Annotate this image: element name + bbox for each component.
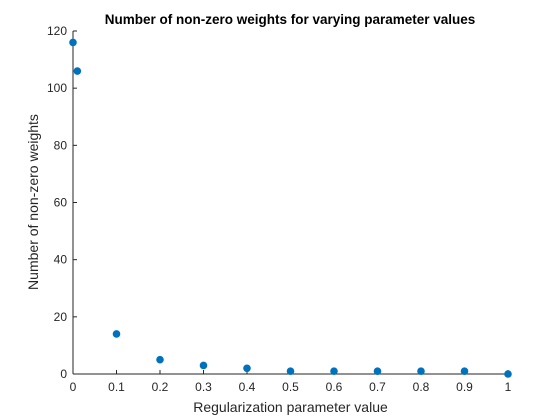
data-point bbox=[460, 367, 469, 375]
data-point bbox=[73, 67, 82, 75]
data-point bbox=[243, 364, 251, 373]
data-point bbox=[330, 367, 338, 375]
y-tick-label: 60 bbox=[54, 196, 68, 210]
x-tick-label: 0.9 bbox=[456, 380, 473, 394]
y-tick-label: 0 bbox=[60, 367, 67, 381]
x-tick-label: 0.7 bbox=[369, 380, 386, 394]
y-tick-label: 40 bbox=[54, 253, 68, 267]
y-tick-label: 80 bbox=[54, 138, 68, 152]
x-tick-label: 0.3 bbox=[195, 380, 212, 394]
data-point bbox=[112, 330, 121, 338]
y-axis-ticks: 0 20 40 60 80 100 120 bbox=[47, 24, 77, 381]
x-tick-label: 1 bbox=[505, 380, 512, 394]
x-tick-label: 0.2 bbox=[152, 380, 169, 394]
data-point bbox=[69, 38, 77, 47]
x-tick-label: 0.6 bbox=[326, 380, 343, 394]
data-point bbox=[373, 367, 382, 375]
y-tick-label: 100 bbox=[47, 81, 67, 95]
y-tick-label: 20 bbox=[54, 310, 68, 324]
x-tick-label: 0.4 bbox=[239, 380, 256, 394]
y-axis-label: Number of non-zero weights bbox=[25, 114, 41, 290]
x-axis-label: Regularization parameter value bbox=[193, 399, 388, 415]
data-point bbox=[504, 370, 512, 378]
x-tick-label: 0.1 bbox=[108, 380, 125, 394]
data-point bbox=[286, 367, 295, 375]
x-tick-label: 0.8 bbox=[413, 380, 430, 394]
plot-area: 0 0.1 0.2 0.3 0.4 0.5 0.6 0.7 0.8 0.9 1 0 20 40 60 80 1… bbox=[47, 24, 512, 394]
data-point bbox=[199, 361, 208, 370]
data-points bbox=[69, 38, 512, 378]
chart-title: Number of non-zero weights for varying p… bbox=[105, 12, 476, 27]
y-tick-label: 120 bbox=[47, 24, 67, 38]
data-point bbox=[417, 367, 425, 375]
data-point bbox=[156, 355, 164, 364]
x-tick-label: 0.5 bbox=[282, 380, 299, 394]
x-tick-label: 0 bbox=[70, 380, 77, 394]
